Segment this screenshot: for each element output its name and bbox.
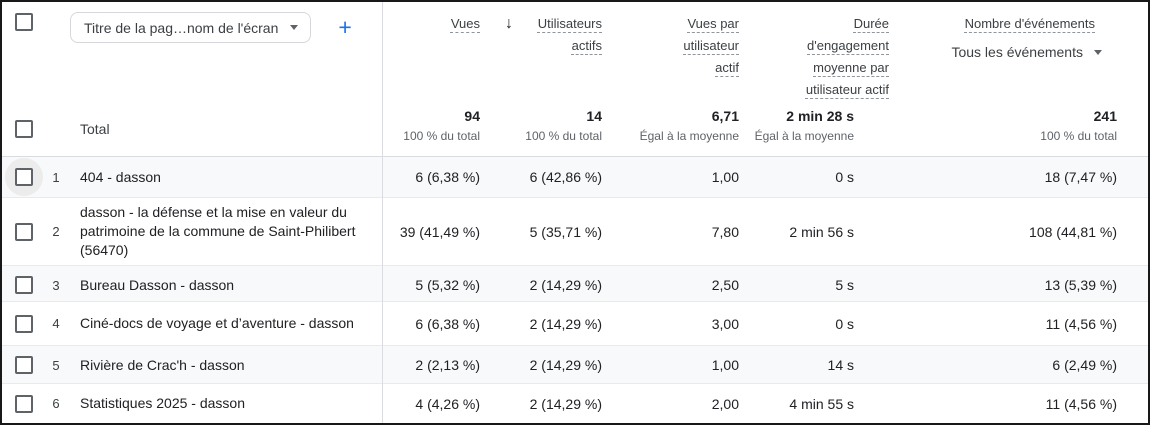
page-title-cell: Bureau Dasson - dasson xyxy=(80,276,235,293)
totals-checkbox-cell xyxy=(2,101,46,156)
page-title-cell: 404 - dasson xyxy=(80,168,161,185)
row-checkbox[interactable] xyxy=(15,314,33,333)
metric-value-cell: 18 (7,47 %) xyxy=(1044,169,1117,185)
table-row: 6 Statistiques 2025 - dasson 4 (4,26 %) 2 (… xyxy=(2,384,1148,423)
checkbox-hover-halo xyxy=(5,158,43,196)
metric-value-cell: 0 s xyxy=(835,315,854,332)
table-row: 2 dasson - la défense et la mise en valeu… xyxy=(2,198,1148,266)
totals-vues: 94 100 % du total xyxy=(403,108,480,144)
metric-value-cell: 39 (41,49 %) xyxy=(399,223,480,240)
row-checkbox[interactable] xyxy=(15,222,33,241)
checkbox-halo xyxy=(5,266,43,304)
totals-utilisateurs-actifs: 14 100 % du total xyxy=(525,108,602,144)
totals-vues-par-utilisateur: 6,71 Égal à la moyenne xyxy=(639,108,739,144)
totals-checkbox[interactable] xyxy=(15,119,33,138)
metric-value-cell: 2 (14,29 %) xyxy=(529,277,602,293)
row-checkbox[interactable] xyxy=(15,276,33,294)
metric-value-cell: 4 min 55 s xyxy=(789,395,854,412)
metric-value-cell: 5 s xyxy=(835,277,854,293)
row-checkbox-cell xyxy=(2,266,46,304)
row-index: 5 xyxy=(52,357,60,373)
row-checkbox[interactable] xyxy=(15,356,33,374)
row-index: 4 xyxy=(52,316,60,331)
column-header-utilisateurs-actifs[interactable]: ↓ Utilisateurs actifs xyxy=(505,15,602,53)
dimension-selector-label: Titre de la pag…nom de l'écran xyxy=(84,19,279,36)
column-header-vues[interactable]: Vues xyxy=(450,16,480,31)
checkbox-halo xyxy=(5,346,43,384)
metric-value-cell: 4 (4,26 %) xyxy=(415,395,480,412)
metric-value-cell: 1,00 xyxy=(711,169,739,185)
sort-descending-icon: ↓ xyxy=(505,15,513,32)
events-column-label[interactable]: Nombre d'événements xyxy=(964,16,1095,31)
select-all-checkbox[interactable] xyxy=(15,13,33,31)
table-row: 5 Rivière de Crac'h - dasson 2 (2,13 %) 2 (… xyxy=(2,346,1148,384)
metric-value-cell: 6 (2,49 %) xyxy=(1052,357,1117,373)
chevron-down-icon xyxy=(290,25,299,30)
checkbox-halo xyxy=(5,305,43,343)
metric-value-cell: 5 (5,32 %) xyxy=(415,277,480,293)
metric-value-cell: 1,00 xyxy=(711,357,739,373)
row-index: 6 xyxy=(52,396,60,411)
metric-value-cell: 13 (5,39 %) xyxy=(1044,277,1117,293)
select-all-cell xyxy=(2,2,46,101)
table-header: Titre de la pag…nom de l'écran + Vues ↓ … xyxy=(2,2,1148,157)
metric-value-cell: 5 (35,71 %) xyxy=(529,223,602,240)
event-filter-dropdown[interactable]: Tous les événements xyxy=(951,41,1102,63)
metric-value-cell: 2,50 xyxy=(711,277,739,293)
metric-value-cell: 3,00 xyxy=(711,315,739,332)
column-header-vues-par-utilisateur[interactable]: Vues par utilisateur actif xyxy=(683,16,739,75)
page-title-cell: Rivière de Crac'h - dasson xyxy=(80,356,245,373)
row-index: 3 xyxy=(52,277,60,293)
row-index: 2 xyxy=(52,224,60,239)
metric-value-cell: 2 min 56 s xyxy=(789,223,854,240)
metric-value-cell: 6 (6,38 %) xyxy=(415,315,480,332)
column-header-nombre-evenements: Nombre d'événements Tous les événements xyxy=(889,2,1117,101)
checkbox-halo xyxy=(5,213,43,251)
metric-value-cell: 2 (2,13 %) xyxy=(415,357,480,373)
metric-value-cell: 2 (14,29 %) xyxy=(529,395,602,412)
row-index: 1 xyxy=(52,169,60,185)
row-checkbox[interactable] xyxy=(15,394,33,413)
metric-value-cell: 7,80 xyxy=(711,223,739,240)
column-divider xyxy=(382,2,383,423)
row-checkbox[interactable] xyxy=(15,168,33,186)
metric-value-cell: 11 (4,56 %) xyxy=(1045,395,1117,412)
checkbox-halo xyxy=(5,385,43,423)
row-checkbox-cell xyxy=(2,384,46,423)
column-header-duree-engagement[interactable]: Durée d'engagement moyenne par utilisate… xyxy=(805,16,889,97)
metric-value-cell: 6 (42,86 %) xyxy=(529,169,602,185)
row-checkbox-cell xyxy=(2,157,46,197)
table-row: 1 404 - dasson 6 (6,38 %) 6 (42,86 %) 1,00 0 … xyxy=(2,157,1148,198)
page-title-cell: dasson - la défense et la mise en valeur… xyxy=(80,204,356,258)
row-checkbox-cell xyxy=(2,198,46,265)
totals-nombre-evenements: 241 100 % du total xyxy=(1040,108,1117,144)
metric-value-cell: 2 (14,29 %) xyxy=(529,357,602,373)
table-body: 1 404 - dasson 6 (6,38 %) 6 (42,86 %) 1,00 0 … xyxy=(2,157,1148,423)
totals-row: Total 94 100 % du total 14 100 % du tota… xyxy=(2,101,1148,156)
page-title-cell: Ciné-docs de voyage et d’aventure - dass… xyxy=(80,315,354,331)
metric-value-cell: 2 (14,29 %) xyxy=(529,315,602,332)
table-row: 3 Bureau Dasson - dasson 5 (5,32 %) 2 (14,2… xyxy=(2,266,1148,302)
metric-value-cell: 11 (4,56 %) xyxy=(1045,315,1117,332)
page-title-cell: Statistiques 2025 - dasson xyxy=(80,395,245,411)
row-checkbox-cell xyxy=(2,346,46,384)
metric-value-cell: 14 s xyxy=(827,357,854,373)
dimension-selector[interactable]: Titre de la pag…nom de l'écran xyxy=(70,12,312,43)
metric-value-cell: 0 s xyxy=(835,169,854,185)
totals-duree-engagement: 2 min 28 s Égal à la moyenne xyxy=(754,108,854,144)
totals-label: Total xyxy=(80,120,110,137)
add-dimension-button[interactable]: + xyxy=(338,14,352,40)
table-row: 4 Ciné-docs de voyage et d’aventure - das… xyxy=(2,302,1148,346)
metric-value-cell: 6 (6,38 %) xyxy=(415,169,480,185)
metric-value-cell: 2,00 xyxy=(711,395,739,412)
row-checkbox-cell xyxy=(2,302,46,345)
metric-value-cell: 108 (44,81 %) xyxy=(1029,223,1117,240)
chevron-down-icon xyxy=(1094,49,1102,55)
